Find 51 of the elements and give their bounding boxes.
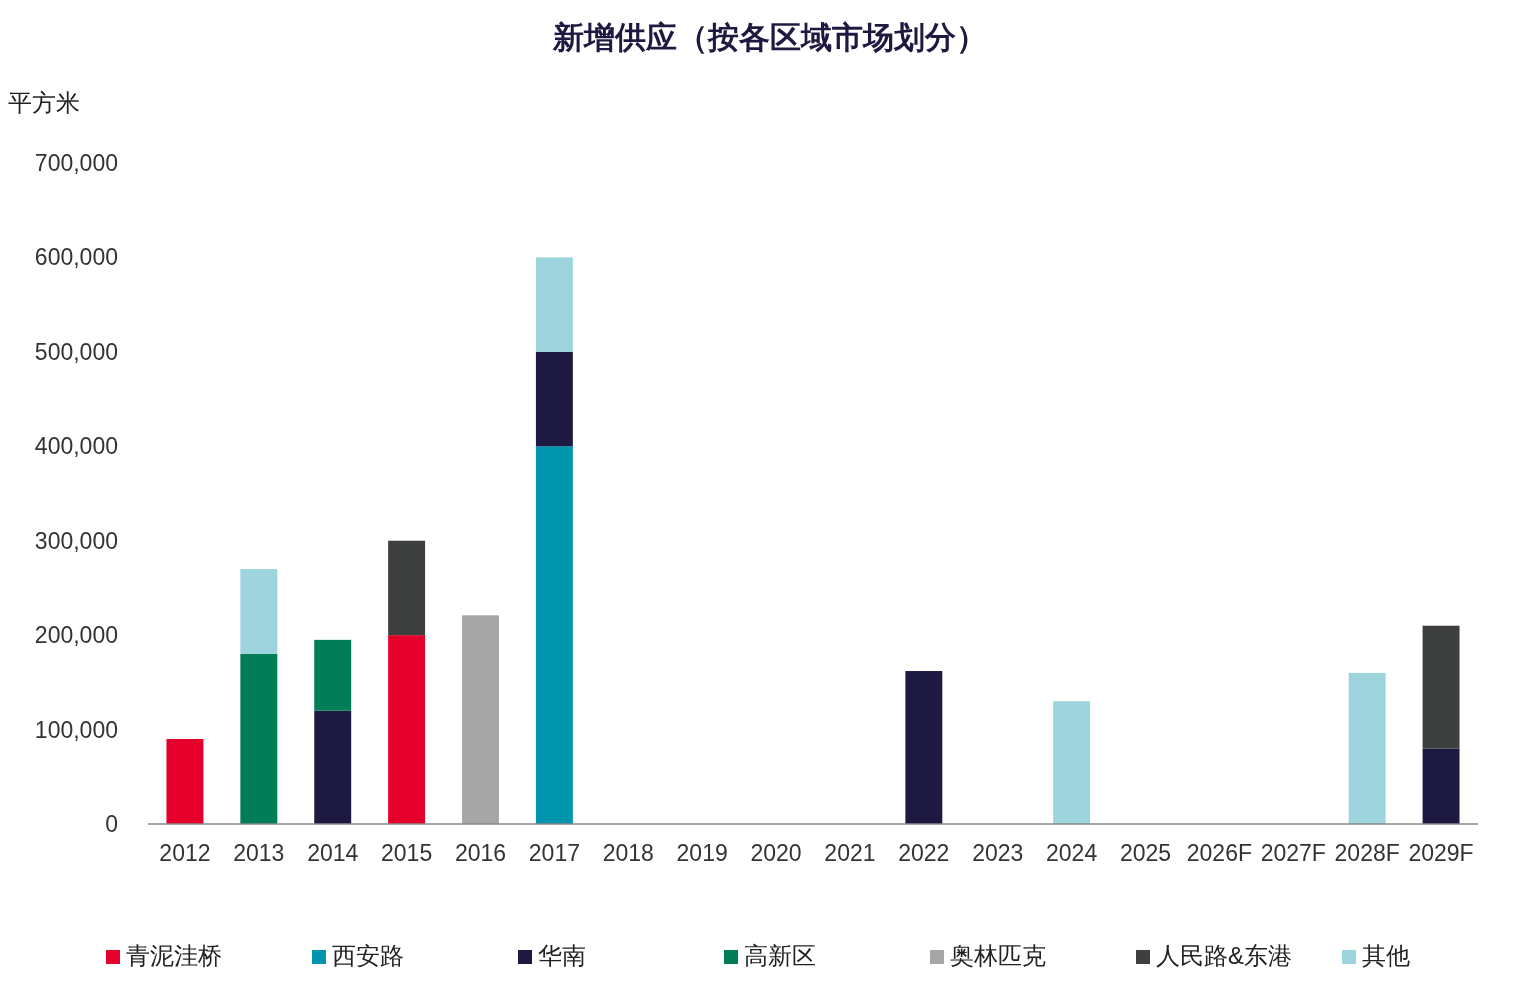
x-tick-label: 2012 xyxy=(159,840,211,866)
y-tick-label: 100,000 xyxy=(34,716,118,743)
x-tick-label: 2019 xyxy=(676,840,728,866)
y-tick-label: 700,000 xyxy=(34,150,118,177)
legend-label: 高新区 xyxy=(744,942,816,969)
bar xyxy=(314,639,352,711)
y-tick-label: 200,000 xyxy=(34,622,118,649)
x-tick-label: 2025 xyxy=(1119,840,1172,866)
x-tick-label: 2027F xyxy=(1260,840,1326,866)
bar xyxy=(240,569,278,655)
bar xyxy=(166,739,204,824)
y-tick-label: 400,000 xyxy=(34,433,118,460)
y-tick-label: 0 xyxy=(105,811,118,838)
legend-label: 青泥洼桥 xyxy=(126,942,222,969)
x-tick-label: 2018 xyxy=(602,840,654,866)
bar xyxy=(240,654,278,824)
bar xyxy=(535,446,573,824)
bar xyxy=(1348,672,1386,824)
bar xyxy=(1422,625,1460,749)
y-axis-title: 平方米 xyxy=(8,89,80,116)
chart-title: 新增供应（按各区域市场划分） xyxy=(552,20,987,55)
x-tick-label: 2029F xyxy=(1408,840,1474,866)
bar xyxy=(388,635,426,824)
bar xyxy=(462,615,499,824)
y-tick-label: 300,000 xyxy=(34,527,118,554)
bar xyxy=(1422,748,1460,824)
x-tick-label: 2024 xyxy=(1046,840,1098,866)
x-tick-label: 2023 xyxy=(972,840,1024,866)
bar xyxy=(388,540,426,636)
legend-label: 西安路 xyxy=(332,942,404,969)
y-tick-label: 500,000 xyxy=(34,338,118,365)
bar xyxy=(905,671,943,824)
y-tick-label: 600,000 xyxy=(34,244,118,271)
legend-label: 华南 xyxy=(538,942,586,969)
legend-label: 奥林匹克 xyxy=(950,942,1046,969)
x-tick-label: 2026F xyxy=(1186,840,1252,866)
bar xyxy=(535,257,573,352)
x-tick-label: 2028F xyxy=(1334,840,1400,866)
x-tick-label: 2022 xyxy=(898,840,950,866)
x-tick-label: 2014 xyxy=(307,840,359,866)
bar xyxy=(314,710,352,824)
x-tick-label: 2013 xyxy=(233,840,285,866)
x-tick-label: 2020 xyxy=(750,840,802,866)
x-tick-label: 2017 xyxy=(528,840,580,866)
x-tick-label: 2021 xyxy=(824,840,876,866)
bar xyxy=(1053,701,1091,824)
x-tick-label: 2015 xyxy=(381,840,433,866)
legend-label: 人民路&东港 xyxy=(1156,942,1293,969)
bar xyxy=(535,351,573,447)
x-tick-label: 2016 xyxy=(454,840,507,866)
legend-label: 其他 xyxy=(1362,942,1410,969)
